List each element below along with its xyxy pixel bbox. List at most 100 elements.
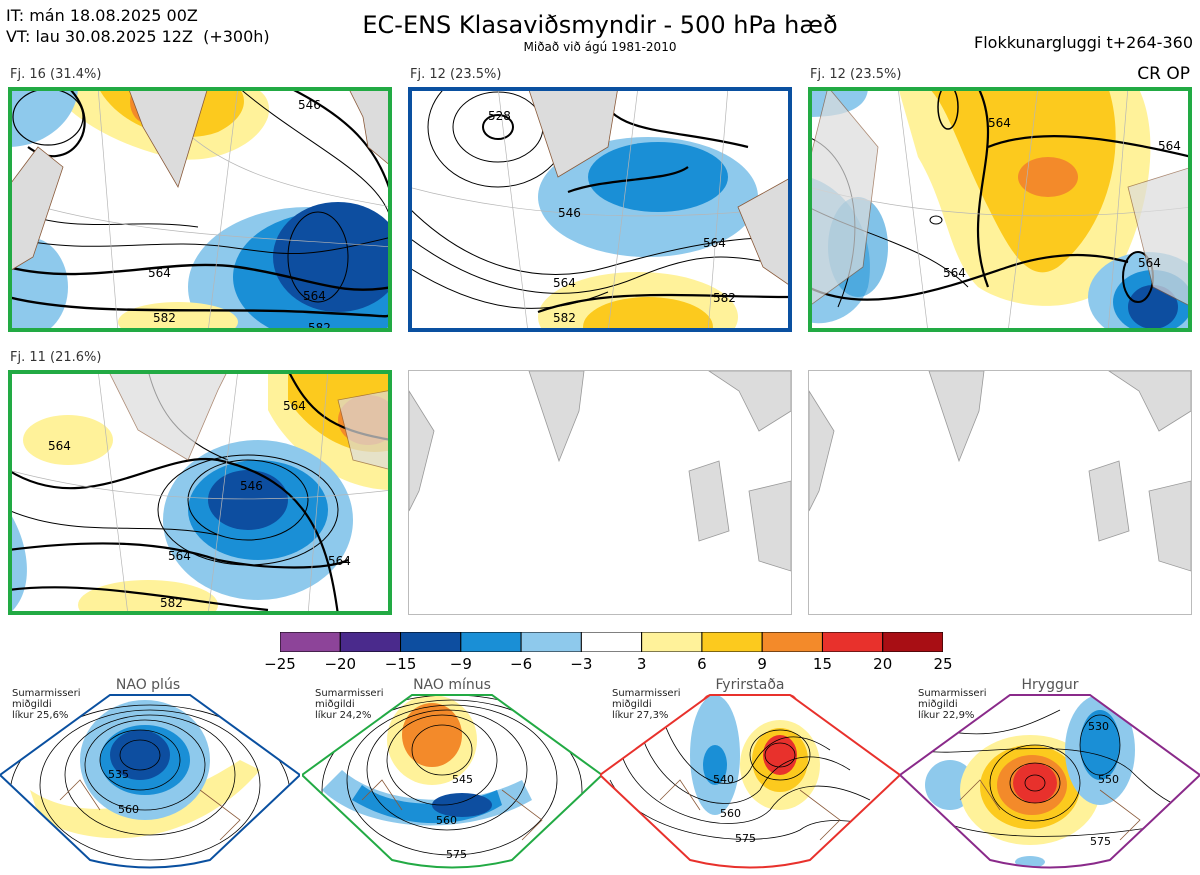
contour-label: 575 bbox=[735, 832, 756, 845]
panel-1-label: Fj. 16 (31.4%) bbox=[10, 67, 102, 82]
contour-label: 564 bbox=[48, 439, 71, 453]
contour-label: 564 bbox=[283, 399, 306, 413]
probability-text: líkur 22,9% bbox=[918, 710, 975, 721]
colorbar-tick-label: −20 bbox=[324, 655, 357, 673]
colorbar-swatch bbox=[701, 631, 763, 653]
contour-label: 564 bbox=[303, 289, 326, 303]
page-subtitle: Miðað við ágú 1981-2010 bbox=[523, 40, 677, 54]
regime-map-nao-minus[interactable]: 545 560 575 bbox=[300, 690, 604, 871]
regime-2-name: NAO mínus bbox=[413, 677, 491, 693]
panel-4-label: Fj. 11 (21.6%) bbox=[10, 350, 102, 365]
colorbar-tick-label: 25 bbox=[933, 655, 953, 673]
panel-1-frame bbox=[8, 87, 392, 332]
contour-label: 560 bbox=[436, 814, 457, 827]
page-title: EC-ENS Klasaviðsmyndir - 500 hPa hæð bbox=[362, 11, 838, 39]
contour-label: 582 bbox=[713, 291, 736, 305]
colorbar-tick-label: 6 bbox=[697, 655, 707, 673]
contour-label: 530 bbox=[1088, 720, 1109, 733]
regime-map-blocking[interactable]: 540 560 575 bbox=[598, 690, 902, 871]
regime-4-text: Sumarmisseri miðgildi líkur 22,9% bbox=[918, 688, 986, 721]
median-text: miðgildi bbox=[918, 699, 958, 710]
regime-2-text: Sumarmisseri miðgildi líkur 24,2% bbox=[315, 688, 383, 721]
panel-3-tag: CR OP bbox=[1137, 64, 1190, 84]
panel-4-frame bbox=[8, 370, 392, 615]
contour-label: 540 bbox=[713, 773, 734, 786]
probability-text: líkur 25,6% bbox=[12, 710, 69, 721]
colorbar-tick-label: 20 bbox=[873, 655, 893, 673]
contour-label: 582 bbox=[153, 311, 176, 325]
colorbar-tick-label: −15 bbox=[384, 655, 417, 673]
empty-map-5 bbox=[408, 370, 792, 615]
contour-label: 564 bbox=[1138, 256, 1161, 270]
contour-label: 560 bbox=[118, 803, 139, 816]
panel-3-frame bbox=[808, 87, 1192, 332]
contour-label: 546 bbox=[558, 206, 581, 220]
contour-label: 564 bbox=[148, 266, 171, 280]
regime-3-name: Fyrirstaða bbox=[715, 677, 785, 693]
colorbar-tick-label: 15 bbox=[812, 655, 832, 673]
regime-2-frame bbox=[300, 694, 604, 869]
classification-window: Flokkunargluggi t+264-360 bbox=[974, 33, 1193, 52]
contour-label: 564 bbox=[943, 266, 966, 280]
regime-map-nao-plus[interactable]: 535 560 bbox=[0, 690, 302, 871]
regime-1-text: Sumarmisseri miðgildi líkur 25,6% bbox=[12, 688, 80, 721]
valid-time: VT: lau 30.08.2025 12Z (+300h) bbox=[6, 27, 270, 46]
contour-label: 528 bbox=[488, 109, 511, 123]
regime-4-frame bbox=[898, 694, 1200, 869]
contour-label: 535 bbox=[108, 768, 129, 781]
contour-label: 546 bbox=[240, 479, 263, 493]
panel-2-label: Fj. 12 (23.5%) bbox=[410, 67, 502, 82]
contour-label: 550 bbox=[1098, 773, 1119, 786]
colorbar-tick-label: 3 bbox=[636, 655, 647, 673]
colorbar-swatch bbox=[580, 631, 643, 653]
contour-label: 582 bbox=[553, 311, 576, 325]
contour-label: 564 bbox=[553, 276, 576, 290]
season-text: Sumarmisseri bbox=[612, 688, 681, 699]
regime-1-frame bbox=[0, 694, 302, 869]
colorbar-swatch bbox=[400, 631, 462, 653]
cluster-map-4[interactable]: 564 546 564 564 582 564 bbox=[8, 370, 392, 615]
panel-3-label: Fj. 12 (23.5%) bbox=[810, 67, 902, 82]
colorbar-swatch bbox=[279, 631, 341, 653]
median-text: miðgildi bbox=[315, 699, 355, 710]
colorbar-swatch bbox=[761, 631, 823, 653]
contour-label: 575 bbox=[1090, 835, 1111, 848]
colorbar-tick-label: −6 bbox=[510, 655, 533, 673]
colorbar-swatch bbox=[821, 631, 884, 653]
contour-label: 560 bbox=[720, 807, 741, 820]
regime-1-name: NAO plús bbox=[115, 677, 181, 693]
colorbar-tick-label: −25 bbox=[264, 655, 296, 673]
contour-label: 564 bbox=[703, 236, 726, 250]
cluster-map-2[interactable]: 528 546 564 564 582 582 bbox=[408, 87, 792, 332]
panel-2-frame bbox=[408, 87, 792, 332]
contour-label: 564 bbox=[168, 549, 191, 563]
probability-text: líkur 27,3% bbox=[612, 710, 669, 721]
colorbar-swatch bbox=[520, 631, 582, 653]
colorbar-swatch bbox=[460, 631, 522, 653]
probability-text: líkur 24,2% bbox=[315, 710, 372, 721]
regime-3-text: Sumarmisseri miðgildi líkur 27,3% bbox=[612, 688, 680, 721]
cluster-map-3[interactable]: 564 564 564 564 bbox=[808, 87, 1192, 332]
contour-label: 546 bbox=[298, 98, 321, 112]
contour-label: 575 bbox=[446, 848, 467, 861]
contour-label: 564 bbox=[328, 554, 351, 568]
regime-map-ridge[interactable]: 530 550 575 bbox=[898, 690, 1200, 871]
season-text: Sumarmisseri bbox=[12, 688, 81, 699]
contour-label: 582 bbox=[308, 321, 331, 332]
cluster-map-1[interactable]: 564 564 582 546 582 bbox=[8, 87, 392, 332]
colorbar-tick-label: −3 bbox=[570, 655, 593, 673]
season-text: Sumarmisseri bbox=[315, 688, 384, 699]
median-text: miðgildi bbox=[612, 699, 652, 710]
median-text: miðgildi bbox=[12, 699, 52, 710]
colorbar-tick-label: 9 bbox=[757, 655, 767, 673]
colorbar-swatch bbox=[641, 631, 703, 653]
colorbar-swatch bbox=[339, 631, 402, 653]
contour-label: 545 bbox=[452, 773, 473, 786]
season-text: Sumarmisseri bbox=[918, 688, 987, 699]
contour-label: 564 bbox=[1158, 139, 1181, 153]
regime-3-frame bbox=[598, 694, 902, 869]
init-time: IT: mán 18.08.2025 00Z bbox=[6, 6, 198, 25]
regime-4-name: Hryggur bbox=[1021, 677, 1079, 693]
empty-map-6 bbox=[808, 370, 1192, 615]
contour-label: 582 bbox=[160, 596, 183, 610]
